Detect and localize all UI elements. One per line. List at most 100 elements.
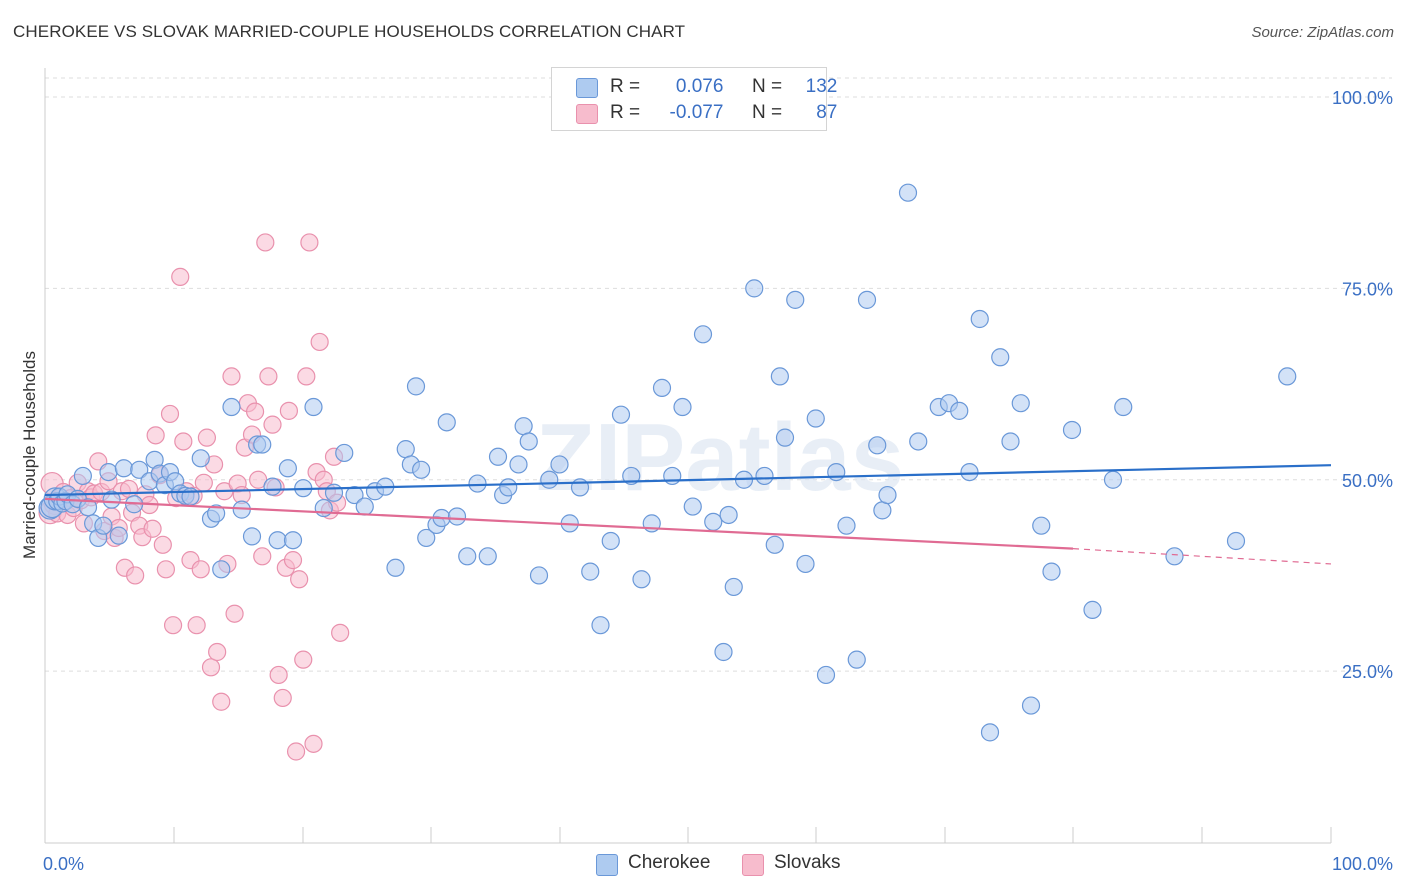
y-tick-label: 75.0%: [1342, 279, 1393, 299]
cherokee-point: [1114, 397, 1133, 417]
slovak-point: [153, 535, 172, 554]
stats-legend: R = 0.076 N = 132 R = -0.077 N = 87: [551, 67, 837, 131]
cherokee-point: [222, 397, 241, 417]
cherokee-point: [714, 642, 733, 662]
slovak-point: [171, 267, 190, 286]
legend-r-label: R =: [610, 76, 641, 97]
cherokee-point: [335, 443, 354, 463]
slovak-legend-label: Slovaks: [774, 852, 841, 873]
cherokee-trend-line: [44, 464, 1332, 497]
cherokee-point: [816, 665, 836, 685]
cherokee-point: [601, 531, 620, 551]
cherokee-point: [191, 449, 210, 468]
cherokee-point: [683, 497, 702, 516]
cherokee-point: [1062, 420, 1082, 440]
cherokee-legend-swatch: [596, 854, 618, 876]
slovak-point: [194, 473, 213, 492]
cherokee-point: [868, 436, 887, 455]
legend-n-label: N =: [751, 102, 783, 123]
y-tick-label: 100.0%: [1332, 88, 1393, 108]
cherokee-point: [796, 554, 815, 574]
cherokee-point: [1103, 470, 1123, 489]
cherokee-point: [550, 455, 569, 474]
cherokee-legend-label: Cherokee: [628, 852, 711, 873]
cherokee-point: [109, 526, 128, 545]
cherokee-point: [447, 507, 467, 526]
slovak-point: [174, 432, 193, 451]
slovak-trend-line: [44, 497, 1074, 550]
cherokee-point: [770, 367, 789, 386]
cherokee-point: [724, 577, 743, 597]
legend-n-label: N =: [751, 76, 783, 97]
slovak-point: [297, 367, 316, 386]
cherokee-point: [847, 650, 866, 669]
cherokee-point: [468, 474, 487, 493]
cherokee-point: [1032, 516, 1051, 535]
slovak-point: [197, 428, 216, 447]
grid-lines: [45, 77, 1392, 672]
x-tick-label: 0.0%: [43, 854, 84, 874]
cherokee-point: [488, 447, 508, 466]
axes: [44, 68, 1332, 844]
cherokee-point: [745, 279, 764, 298]
cherokee-point: [704, 512, 723, 531]
cherokee-point: [130, 460, 149, 479]
cherokee-point: [652, 378, 672, 397]
cherokee-point: [632, 570, 651, 589]
cherokee-point: [94, 516, 113, 535]
cherokee-swatch: [576, 78, 598, 98]
cherokee-point: [99, 462, 118, 482]
cherokee-point: [663, 466, 682, 486]
cherokee-point: [1165, 547, 1184, 566]
cherokee-point: [719, 505, 738, 525]
watermark: ZIPatlas: [536, 404, 904, 511]
cherokee-point: [509, 455, 528, 474]
slovak-swatch: [576, 104, 598, 124]
slovak-point: [208, 642, 227, 662]
slovak-point: [201, 658, 221, 677]
cherokee-point: [437, 413, 456, 432]
cherokee-point: [857, 290, 877, 309]
cherokee-point: [324, 483, 344, 502]
cherokee-point: [581, 562, 600, 581]
cherokee-point: [1021, 696, 1041, 715]
slovak-point: [310, 332, 329, 352]
cherokee-point: [970, 309, 989, 329]
cherokee-point: [755, 466, 774, 486]
cherokee-point: [1042, 562, 1061, 581]
cherokee-point: [212, 560, 231, 579]
cherokee-point: [693, 325, 713, 344]
cherokee-point: [673, 397, 692, 417]
slovak-point: [119, 479, 139, 499]
cherokee-point: [1083, 600, 1102, 619]
tick-labels: 25.0% 50.0% 75.0% 100.0% 0.0% 100.0%: [43, 88, 1393, 874]
cherokee-point: [837, 516, 856, 535]
slovak-point: [163, 616, 183, 635]
cherokee-point: [540, 470, 559, 489]
slovak-point: [286, 742, 306, 761]
slovak-point: [160, 404, 180, 424]
slovak-point: [191, 560, 210, 579]
x-tick-label: 100.0%: [1332, 854, 1393, 874]
slovak-point: [253, 547, 272, 566]
slovak-point: [263, 415, 282, 434]
cherokee-point: [345, 485, 364, 505]
cherokee-point: [253, 435, 272, 454]
cherokee-point: [386, 558, 405, 577]
cherokee-point: [991, 348, 1010, 367]
cherokee-point: [1226, 531, 1246, 551]
cherokee-point: [519, 432, 538, 451]
cherokee-point: [1278, 367, 1297, 386]
trend-lines: [44, 464, 1332, 565]
cherokee-point: [278, 459, 297, 478]
cherokee-point: [765, 535, 784, 554]
slovak-point: [225, 604, 244, 623]
slovak-point: [146, 426, 165, 445]
cherokee-point: [950, 401, 969, 420]
cherokee-points: [38, 183, 1297, 742]
cherokee-point: [314, 498, 333, 518]
cherokee-point: [478, 547, 497, 566]
cherokee-point: [514, 417, 533, 436]
slovak-point: [279, 401, 298, 420]
